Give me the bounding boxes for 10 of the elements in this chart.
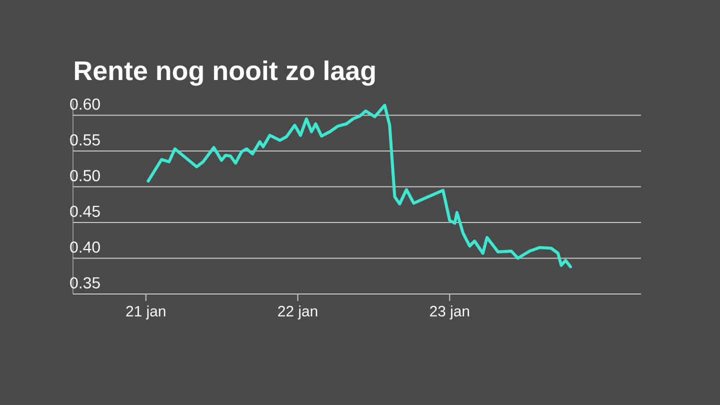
chart-title: Rente nog nooit zo laag (75, 60, 375, 86)
x-tick-label: 23 jan (430, 306, 470, 320)
y-tick-label: 0.35 (70, 277, 100, 288)
y-tick-label: 0.45 (70, 206, 100, 217)
y-tick-label: 0.60 (70, 98, 100, 110)
x-tick-label: 21 jan (126, 306, 166, 320)
y-tick-label: 0.40 (70, 241, 100, 253)
y-tick-label: 0.50 (70, 170, 100, 182)
y-tick-label: 0.55 (70, 134, 100, 146)
x-tick-label: 22 jan (278, 306, 318, 320)
